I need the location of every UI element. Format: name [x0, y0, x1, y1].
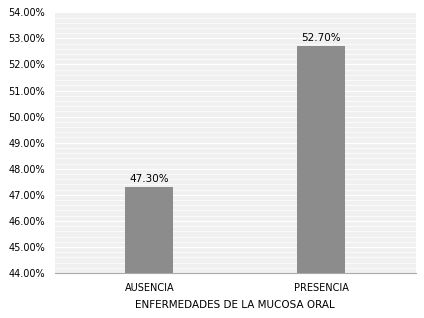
- Bar: [126, 187, 173, 273]
- X-axis label: ENFERMEDADES DE LA MUCOSA ORAL: ENFERMEDADES DE LA MUCOSA ORAL: [135, 300, 335, 310]
- Text: 47.30%: 47.30%: [130, 174, 169, 184]
- Text: 52.70%: 52.70%: [301, 33, 341, 43]
- Bar: [297, 46, 345, 273]
